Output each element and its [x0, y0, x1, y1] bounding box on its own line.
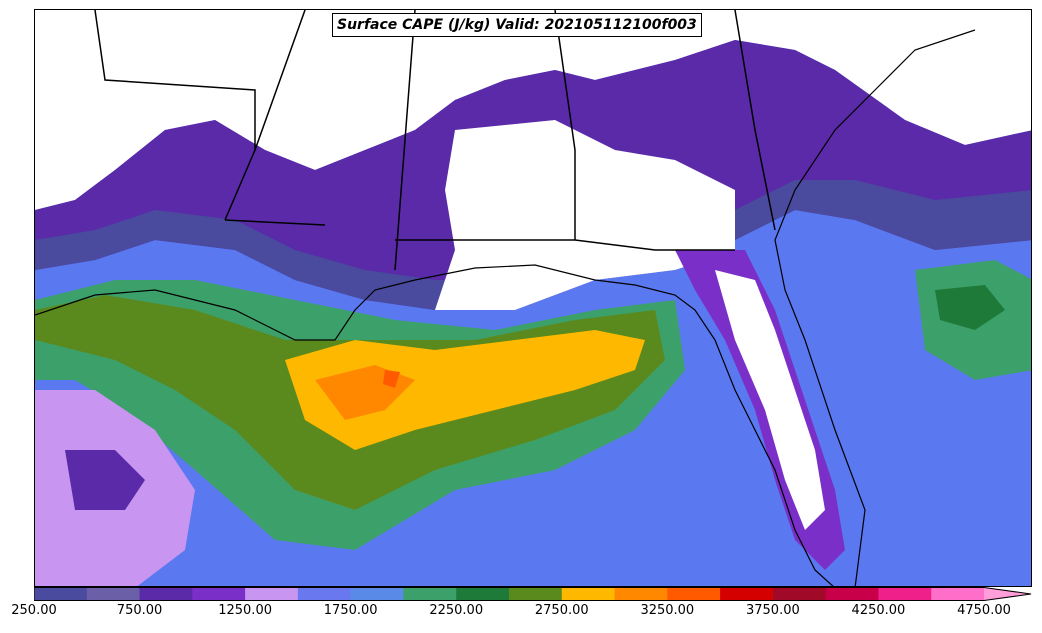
colorbar-tick-label: 4250.00: [851, 603, 906, 618]
colorbar: [34, 587, 1032, 601]
colorbar-tick-label: 2750.00: [534, 603, 589, 618]
cape-band-lavender: [35, 180, 1031, 310]
colorbar-tick-label: 3750.00: [745, 603, 800, 618]
colorbar-tick-label: 2250.00: [429, 603, 484, 618]
colorbar-segment: [403, 587, 457, 601]
colorbar-labels: 250.00 750.00 1250.00 1750.00 2250.00 2750.00…: [0, 603, 1042, 625]
colorbar-segment: [350, 587, 404, 601]
colorbar-outline: [34, 587, 1032, 601]
map-title: Surface CAPE (J/kg) Valid: 202105112100f…: [332, 13, 702, 37]
cape-map: [35, 10, 1031, 586]
colorbar-segment: [34, 587, 88, 601]
colorbar-segment: [297, 587, 352, 601]
colorbar-segment: [825, 587, 879, 601]
colorbar-tick-label: 250.00: [11, 603, 57, 618]
colorbar-segment: [772, 587, 827, 601]
colorbar-segment: [931, 587, 985, 601]
colorbar-tick-label: 3250.00: [640, 603, 695, 618]
colorbar-segment: [561, 587, 616, 601]
colorbar-segment: [878, 587, 932, 601]
state-borders: [94, 10, 776, 271]
colorbar-tick-label: 4750.00: [957, 603, 1011, 618]
cape-band-atlantic-green: [935, 285, 1005, 330]
colorbar-segment: [86, 587, 141, 601]
colorbar-segment: [456, 587, 510, 601]
colorbar-tick-label: 750.00: [116, 603, 163, 618]
colorbar-segment: [245, 587, 299, 601]
colorbar-segment: [720, 587, 774, 601]
land-central: [435, 120, 735, 310]
colorbar-segment: [192, 587, 246, 601]
land-florida-interior: [715, 270, 825, 530]
colorbar-segment: [614, 587, 668, 601]
colorbar-extend-arrow: [984, 587, 1032, 601]
colorbar-segment: [667, 587, 721, 601]
land-no-data: [35, 10, 1031, 210]
colorbar-segment: [139, 587, 193, 601]
colorbar-segment: [509, 587, 563, 601]
coastline: [35, 29, 976, 586]
cape-band-red-spot: [383, 370, 400, 388]
cape-band-sw-purple: [65, 450, 145, 510]
colorbar-tick-label: 1750.00: [323, 603, 378, 618]
cape-band-yellow: [285, 330, 645, 450]
colorbar-tick-label: 1250.00: [218, 603, 272, 618]
map-panel: [34, 9, 1032, 587]
